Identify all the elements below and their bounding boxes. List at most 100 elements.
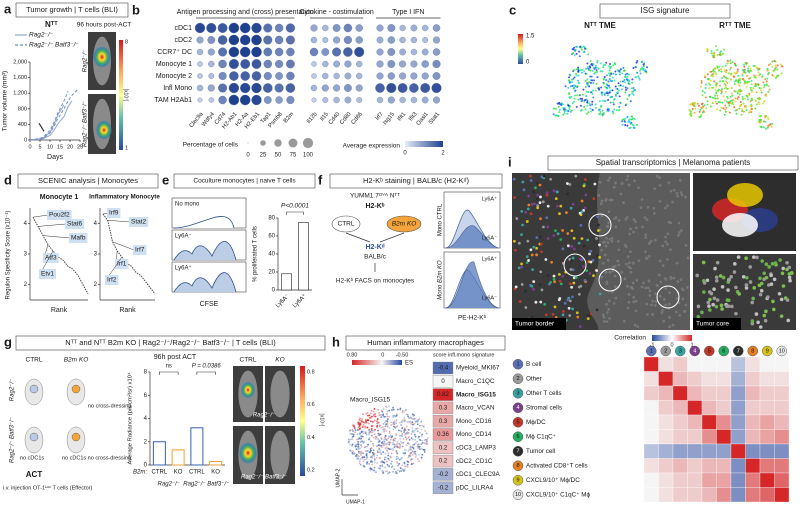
expression-dot	[399, 60, 407, 68]
cell	[513, 239, 516, 243]
cell	[561, 313, 565, 317]
umap-point	[385, 438, 388, 441]
umap-point	[729, 68, 732, 71]
umap-point	[594, 64, 597, 67]
gene-label: Il12b	[306, 111, 319, 124]
cell	[566, 232, 570, 235]
score-label: -0.2	[438, 472, 449, 478]
label: CTRL	[338, 221, 355, 228]
cell	[705, 278, 710, 283]
umap-point	[596, 76, 599, 79]
expression-dot	[387, 36, 396, 44]
expression-dot	[218, 47, 228, 57]
umap-point	[413, 443, 416, 446]
cell	[633, 323, 637, 327]
heatmap-cell	[701, 472, 717, 488]
cell	[539, 217, 542, 221]
umap-point	[573, 90, 576, 93]
umap-point	[582, 88, 585, 91]
cell	[755, 255, 759, 260]
umap-point	[398, 470, 401, 473]
umap-point	[589, 107, 592, 110]
umap-point	[385, 470, 387, 473]
colorbar	[352, 360, 402, 365]
expression-dot	[217, 23, 228, 33]
cell	[744, 283, 749, 287]
umap-point	[583, 105, 586, 108]
cell	[588, 314, 591, 318]
umap-point	[391, 470, 394, 473]
umap-point	[733, 89, 736, 92]
umap-point	[388, 409, 391, 412]
cell	[626, 306, 630, 310]
panel-title: Nᵀᵀ and Nᵀᵀ B2m KO | Rag2⁻/⁻/Rag2⁻/⁻ Bat…	[65, 338, 276, 347]
umap-point	[602, 64, 605, 67]
umap-point	[353, 452, 356, 454]
umap-point	[356, 438, 358, 441]
umap-point	[399, 421, 401, 424]
umap-point	[395, 419, 398, 422]
umap-point	[557, 114, 560, 117]
heatmap-cell	[701, 400, 717, 416]
cell	[748, 265, 752, 269]
umap-point	[399, 434, 401, 437]
umap-point	[360, 454, 362, 456]
cell	[661, 308, 664, 312]
score-box	[432, 415, 454, 428]
cell-type-label: Other T cells	[526, 390, 561, 397]
cell	[610, 239, 614, 243]
umap-point	[385, 419, 388, 422]
cell	[645, 302, 649, 306]
umap-point	[353, 425, 355, 428]
umap-point	[351, 428, 354, 431]
umap-point	[373, 408, 376, 410]
umap-point	[609, 65, 612, 68]
umap-point	[631, 92, 634, 95]
expression-dot	[344, 72, 352, 80]
cell	[579, 223, 583, 227]
umap-point	[588, 81, 591, 84]
umap-point	[379, 464, 382, 467]
id-badge	[762, 345, 773, 357]
umap-point	[417, 445, 420, 448]
umap-point	[744, 71, 747, 74]
heatmap-cell	[658, 400, 674, 416]
umap-point	[358, 455, 361, 458]
gene-label: Cd86	[350, 111, 364, 125]
cell	[779, 314, 784, 318]
umap-point	[627, 73, 630, 76]
umap-point	[609, 101, 612, 104]
umap-point	[360, 441, 362, 443]
cell	[529, 174, 532, 178]
umap-point	[608, 86, 611, 89]
umap-point	[598, 113, 601, 116]
cell	[578, 325, 582, 328]
cell	[601, 261, 605, 265]
umap-point	[736, 97, 739, 100]
cell	[696, 304, 701, 309]
umap-point	[395, 472, 398, 474]
umap-point	[418, 438, 421, 441]
cell	[751, 255, 756, 259]
umap-point	[369, 450, 372, 453]
label: H2-Kᵇ	[365, 203, 384, 210]
umap-point	[359, 458, 362, 461]
cell	[595, 269, 599, 272]
regulon-label: Stat6	[67, 221, 83, 228]
y-tick-label: 2	[144, 439, 148, 445]
umap-point	[742, 79, 745, 82]
cell	[707, 304, 711, 308]
cell	[595, 308, 599, 312]
umap-point	[743, 82, 746, 85]
umap-point	[723, 99, 726, 102]
umap-point	[358, 418, 361, 421]
id-badge	[718, 345, 729, 357]
cell	[667, 220, 671, 224]
umap-point	[381, 463, 384, 466]
cell	[569, 268, 573, 271]
cell	[660, 311, 664, 315]
title-box	[345, 335, 506, 351]
umap-point	[370, 425, 373, 428]
heatmap-cell	[716, 400, 732, 416]
